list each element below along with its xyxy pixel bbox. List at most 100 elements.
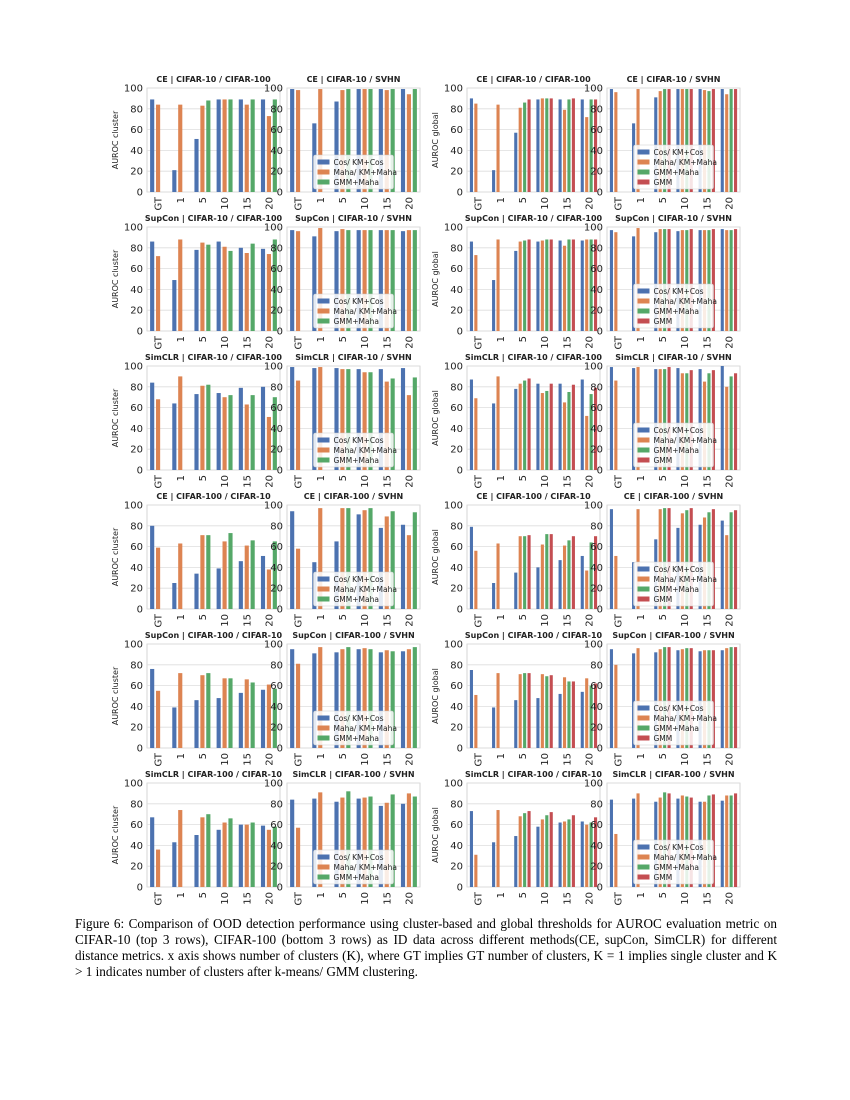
bar xyxy=(156,547,161,609)
bar xyxy=(346,230,351,331)
bar xyxy=(200,675,205,748)
bar xyxy=(523,380,527,470)
bar xyxy=(216,698,221,748)
bar xyxy=(206,814,211,887)
legend-swatch xyxy=(317,715,330,721)
x-tick-label: 15 xyxy=(702,475,713,488)
legend-swatch xyxy=(317,874,330,880)
legend-swatch xyxy=(637,725,650,731)
y-tick-label: 40 xyxy=(270,424,283,435)
y-tick-label: 20 xyxy=(270,723,283,734)
bar xyxy=(362,89,367,192)
y-axis-label: AUROC cluster xyxy=(111,527,120,586)
bar xyxy=(614,232,618,331)
x-tick-label: 10 xyxy=(680,892,691,905)
bar xyxy=(290,649,295,748)
legend-swatch xyxy=(637,427,650,433)
bar xyxy=(689,508,693,609)
legend-label: Maha/ KM+Maha xyxy=(334,724,397,733)
plot-area xyxy=(286,782,421,888)
bar xyxy=(523,673,527,748)
bar xyxy=(368,649,373,748)
y-tick-label: 20 xyxy=(590,723,603,734)
bar xyxy=(720,520,724,609)
x-tick-label: GT xyxy=(154,474,165,488)
y-tick-label: 60 xyxy=(590,681,603,692)
bar xyxy=(702,90,707,192)
bar xyxy=(549,812,553,887)
bar xyxy=(658,509,662,609)
bar xyxy=(312,798,317,887)
bar xyxy=(238,387,243,470)
y-tick-label: 80 xyxy=(590,521,603,532)
bar xyxy=(594,387,598,470)
y-tick-label: 0 xyxy=(457,883,463,894)
bar xyxy=(362,648,367,748)
legend-swatch xyxy=(317,596,330,602)
bar xyxy=(663,89,667,192)
legend-label: Cos/ KM+Cos xyxy=(654,704,704,713)
x-tick-label: 20 xyxy=(404,197,415,210)
bar xyxy=(680,373,684,470)
bar xyxy=(685,373,689,470)
y-tick-label: 80 xyxy=(130,521,143,532)
figure-caption: Figure 6: Comparison of OOD detection pe… xyxy=(75,916,777,979)
bar xyxy=(272,99,277,192)
y-tick-label: 40 xyxy=(130,285,143,296)
y-tick-label: 100 xyxy=(124,223,143,234)
bar xyxy=(318,228,323,331)
legend-label: Cos/ KM+Cos xyxy=(334,714,384,723)
bar xyxy=(250,99,255,192)
bar xyxy=(527,378,531,470)
bar xyxy=(250,395,255,470)
x-tick-label: 1 xyxy=(496,753,507,759)
bar xyxy=(663,647,667,748)
y-axis-label: AUROC cluster xyxy=(111,388,120,447)
y-tick-label: 0 xyxy=(597,605,603,616)
bar xyxy=(636,89,640,192)
bar xyxy=(200,242,205,331)
bar xyxy=(156,104,161,192)
legend-swatch xyxy=(637,457,650,463)
y-tick-label: 60 xyxy=(130,264,143,275)
bar xyxy=(614,833,618,887)
legend-label: GMM xyxy=(654,178,673,187)
bar xyxy=(216,241,221,331)
x-tick-label: 5 xyxy=(658,892,669,898)
legend-label: Maha/ KM+Maha xyxy=(654,853,717,862)
y-tick-label: 100 xyxy=(584,362,603,373)
y-tick-label: 20 xyxy=(590,167,603,178)
bar xyxy=(340,508,345,609)
y-tick-label: 100 xyxy=(124,84,143,95)
bar xyxy=(680,230,684,331)
legend-box xyxy=(313,293,394,329)
bar xyxy=(260,248,266,331)
bar xyxy=(594,683,598,748)
bar xyxy=(707,373,711,470)
subplot-title: SimCLR | CIFAR-100 / CIFAR-10 xyxy=(145,770,282,779)
bar xyxy=(725,230,729,331)
bar xyxy=(585,678,589,748)
bar xyxy=(260,555,266,609)
plot-area xyxy=(606,782,741,888)
x-tick-label: 1 xyxy=(496,336,507,342)
x-tick-label: 1 xyxy=(496,892,507,898)
x-tick-label: 1 xyxy=(316,892,327,898)
y-tick-label: 100 xyxy=(444,779,463,790)
bar xyxy=(356,649,361,748)
x-tick-label: 10 xyxy=(360,753,371,766)
x-tick-label: 5 xyxy=(338,614,349,620)
bar xyxy=(222,541,227,609)
bar xyxy=(562,402,567,470)
subplot-title: CE | CIFAR-100 / CIFAR-10 xyxy=(476,492,591,501)
y-tick-label: 100 xyxy=(264,501,283,512)
legend-swatch xyxy=(317,169,330,175)
bar xyxy=(406,230,411,331)
x-tick-label: 5 xyxy=(338,197,349,203)
bar xyxy=(340,229,345,331)
bar xyxy=(222,397,227,470)
